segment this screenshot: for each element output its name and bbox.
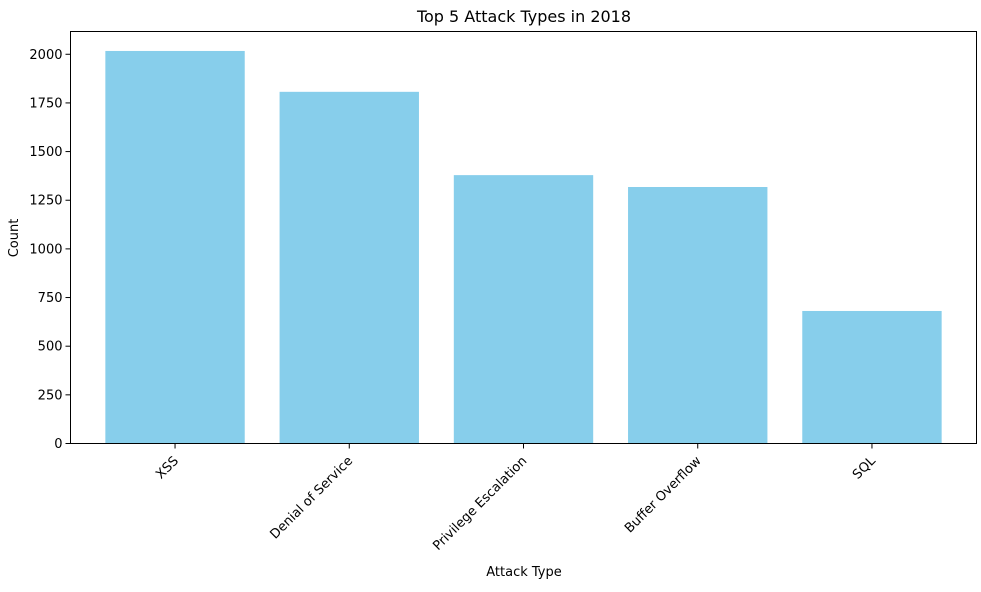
bar xyxy=(105,50,245,444)
bar xyxy=(628,187,768,444)
y-axis-ticks: 0 250 500 750 1000 1250 1500 1750 2000 xyxy=(29,48,71,452)
y-tick-label: 1750 xyxy=(29,96,62,111)
y-tick-label: 500 xyxy=(38,340,63,355)
y-tick-label: 2000 xyxy=(29,48,62,63)
bar xyxy=(279,91,419,444)
bars-group xyxy=(105,50,942,444)
x-axis-label: Attack Type xyxy=(486,565,562,580)
y-tick-label: 0 xyxy=(54,437,62,452)
plot-frame xyxy=(70,31,977,444)
y-tick-label: 1000 xyxy=(29,242,62,257)
chart-title: Top 5 Attack Types in 2018 xyxy=(416,7,631,26)
y-tick-label: 1250 xyxy=(29,194,62,209)
y-tick-label: 250 xyxy=(38,388,63,403)
y-axis-label: Count xyxy=(7,219,22,258)
y-tick-label: 750 xyxy=(38,291,63,306)
bar xyxy=(453,175,594,444)
y-tick-label: 1500 xyxy=(29,145,62,160)
bar xyxy=(802,310,942,444)
